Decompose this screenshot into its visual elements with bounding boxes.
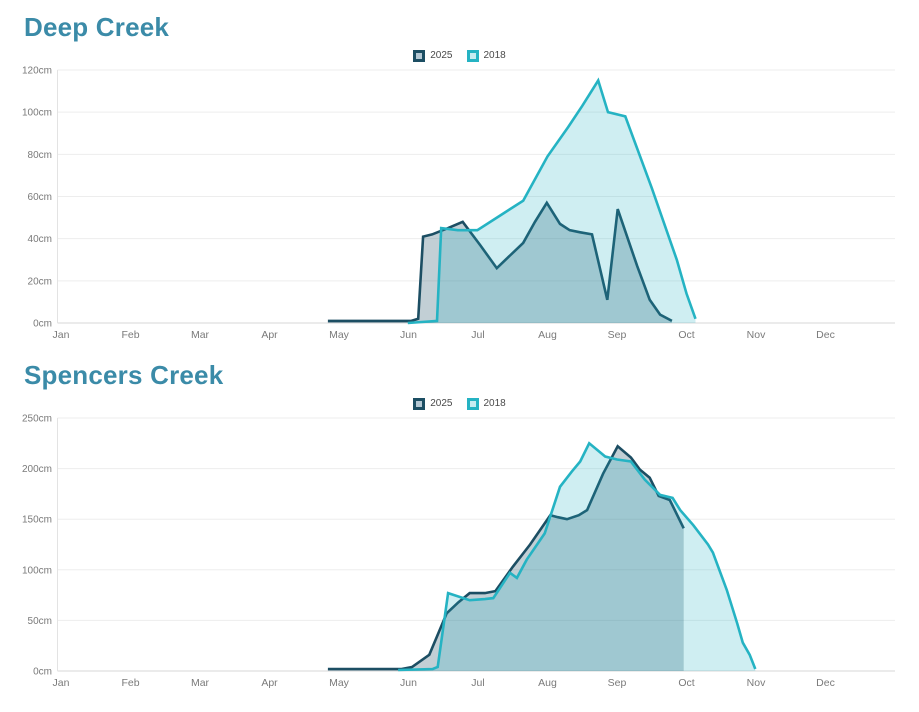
spencers-creek-chart: 0cm 50cm 100cm 150cm 200cm 250cm Jan Feb Mar Apr M… <box>22 414 895 689</box>
x-tick-label: Mar <box>191 329 210 341</box>
legend-swatch-2025-icon <box>413 398 426 410</box>
series-area-2018 <box>398 443 756 671</box>
x-tick-label: Apr <box>261 329 278 341</box>
x-tick-label: Aug <box>538 329 557 341</box>
x-tick-label: Mar <box>191 677 210 689</box>
y-tick-label: 0cm <box>33 667 52 678</box>
legend-swatch-2018-icon <box>466 50 479 62</box>
x-tick-label: Feb <box>121 677 139 689</box>
x-tick-label: Nov <box>747 329 766 341</box>
y-tick-label: 40cm <box>28 234 52 245</box>
chart-title-spencers-creek: Spencers Creek <box>24 360 224 390</box>
legend-item-2025[interactable]: 2025 <box>413 398 453 410</box>
x-tick-label: Dec <box>816 329 835 341</box>
x-tick-label: Jul <box>471 677 484 689</box>
y-tick-label: 120cm <box>22 66 52 77</box>
legend-label-2018: 2018 <box>483 398 506 409</box>
y-tick-label: 0cm <box>33 319 52 330</box>
y-tick-label: 80cm <box>28 150 52 161</box>
legend-item-2018[interactable]: 2018 <box>466 50 506 62</box>
x-tick-label: Nov <box>747 677 766 689</box>
legend-swatch-2025-icon <box>413 50 426 62</box>
x-tick-label: May <box>329 677 350 689</box>
legend-item-2018[interactable]: 2018 <box>466 398 506 410</box>
deep-creek-chart: 0cm 20cm 40cm 60cm 80cm 100cm 120cm Jan Feb Mar Ap… <box>22 66 895 341</box>
legend-label-2018: 2018 <box>483 50 506 61</box>
x-tick-label: Dec <box>816 677 835 689</box>
legend-spencers-creek: 2025 2018 <box>0 398 919 410</box>
legend-swatch-2018-icon <box>466 398 479 410</box>
legend-deep-creek: 2025 2018 <box>0 50 919 62</box>
legend-item-2025[interactable]: 2025 <box>413 50 453 62</box>
y-tick-label: 200cm <box>22 464 52 475</box>
series-line-2018 <box>407 77 697 325</box>
x-tick-label: Sep <box>608 329 627 341</box>
y-tick-label: 100cm <box>22 565 52 576</box>
y-tick-label: 250cm <box>22 414 52 425</box>
legend-label-2025: 2025 <box>430 398 453 409</box>
legend-label-2025: 2025 <box>430 50 453 61</box>
y-tick-label: 50cm <box>28 616 52 627</box>
x-tick-label: Jan <box>53 329 70 341</box>
x-tick-label: Oct <box>678 677 694 689</box>
y-tick-label: 60cm <box>28 192 52 203</box>
series-area-2025 <box>327 202 672 323</box>
x-tick-label: Feb <box>121 329 139 341</box>
y-tick-label: 150cm <box>22 515 52 526</box>
x-tick-label: Jun <box>400 677 417 689</box>
series-line-2025 <box>327 200 673 323</box>
y-tick-label: 20cm <box>28 276 52 287</box>
x-tick-label: May <box>329 329 350 341</box>
chart-title-deep-creek: Deep Creek <box>24 12 170 42</box>
x-tick-label: Aug <box>538 677 557 689</box>
x-tick-label: Sep <box>608 677 627 689</box>
x-tick-label: Jan <box>53 677 70 689</box>
x-tick-label: Apr <box>261 677 278 689</box>
x-tick-label: Oct <box>678 329 694 341</box>
y-tick-label: 100cm <box>22 108 52 119</box>
series-area-2025 <box>327 446 684 671</box>
series-line-2018 <box>398 441 757 672</box>
x-tick-label: Jul <box>471 329 484 341</box>
series-area-2018 <box>407 80 696 323</box>
x-tick-label: Jun <box>400 329 417 341</box>
